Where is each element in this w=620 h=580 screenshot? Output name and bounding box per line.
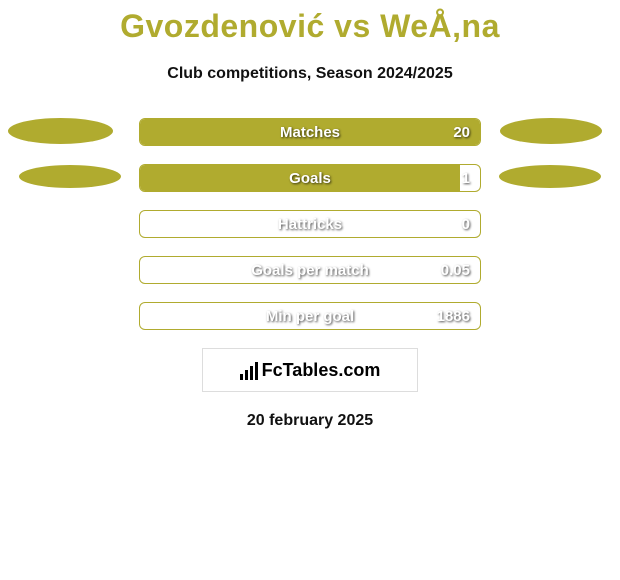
stat-value: 1886 [437, 308, 470, 325]
bar-track: Hattricks 0 [139, 210, 481, 238]
bar-track: Goals per match 0.05 [139, 256, 481, 284]
stat-label: Goals per match [251, 262, 369, 279]
stat-label: Hattricks [278, 216, 342, 233]
logo-box[interactable]: FcTables.com [202, 348, 418, 392]
stats-container: Matches 20 Goals 1 Hattricks 0 Goals per… [0, 118, 620, 330]
bar-track: Goals 1 [139, 164, 481, 192]
stat-value: 20 [453, 124, 470, 141]
stat-row: Hattricks 0 [0, 210, 620, 238]
stat-label: Matches [280, 124, 340, 141]
stat-label: Min per goal [266, 308, 354, 325]
stat-value: 0 [462, 216, 470, 233]
bar-track: Matches 20 [139, 118, 481, 146]
stat-value: 1 [462, 170, 470, 187]
stat-row: Matches 20 [0, 118, 620, 146]
footer-date: 20 february 2025 [0, 412, 620, 430]
stat-row: Goals per match 0.05 [0, 256, 620, 284]
logo-text: FcTables.com [262, 360, 381, 381]
stat-row: Min per goal 1886 [0, 302, 620, 330]
logo-content: FcTables.com [240, 360, 381, 381]
page-title: Gvozdenović vs WeÅ‚na [0, 0, 620, 45]
bar-track: Min per goal 1886 [139, 302, 481, 330]
page-subtitle: Club competitions, Season 2024/2025 [0, 65, 620, 83]
stat-label: Goals [289, 170, 331, 187]
stat-row: Goals 1 [0, 164, 620, 192]
bar-chart-icon [240, 360, 258, 380]
stat-value: 0.05 [441, 262, 470, 279]
